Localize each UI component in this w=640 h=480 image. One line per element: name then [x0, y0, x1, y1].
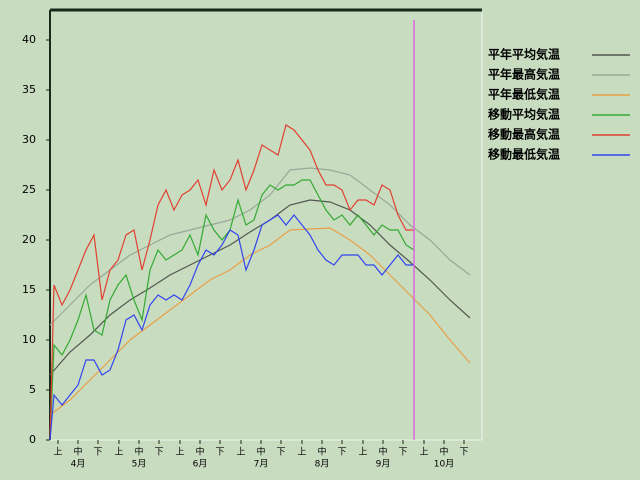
month-label: 6月: [193, 459, 208, 470]
month-label: 5月: [132, 459, 147, 470]
series-line: [49, 167, 471, 326]
x-tick-label: 下: [398, 448, 407, 458]
x-tick-label: 上: [53, 447, 62, 458]
x-tick-label: 中: [73, 446, 82, 458]
month-label: 9月: [376, 459, 391, 470]
x-tick-label: 中: [195, 446, 204, 458]
x-tick-label: 中: [317, 446, 326, 458]
legend-label: 平年平均気温: [488, 47, 560, 62]
y-tick-label: 35: [22, 83, 36, 96]
y-tick-label: 25: [22, 183, 36, 196]
x-tick-label: 上: [419, 447, 428, 458]
x-tick-label: 下: [93, 448, 102, 458]
legend-label: 平年最低気温: [488, 87, 560, 102]
x-tick-label: 中: [378, 446, 387, 458]
x-tick-label: 上: [358, 447, 367, 458]
x-tick-label: 中: [134, 446, 143, 458]
x-tick-label: 上: [236, 447, 245, 458]
x-tick-label: 下: [459, 448, 468, 458]
month-label: 10月: [434, 459, 454, 470]
legend-label: 移動最高気温: [488, 127, 560, 142]
series-line: [49, 199, 471, 376]
y-tick-label: 40: [22, 33, 36, 46]
y-tick-label: 15: [22, 283, 36, 296]
x-tick-label: 上: [114, 447, 123, 458]
x-tick-label: 下: [337, 448, 346, 458]
y-tick-label: 30: [22, 133, 36, 146]
x-tick-label: 上: [175, 447, 184, 458]
legend-label: 移動平均気温: [488, 107, 560, 122]
y-tick-label: 10: [22, 333, 36, 346]
series-line: [49, 214, 414, 441]
month-label: 7月: [254, 459, 269, 470]
y-tick-label: 5: [29, 383, 36, 396]
series-line: [49, 124, 414, 441]
x-tick-label: 下: [154, 448, 163, 458]
x-tick-label: 上: [297, 447, 306, 458]
y-tick-label: 0: [29, 433, 36, 446]
x-tick-label: 下: [215, 448, 224, 458]
y-tick-label: 20: [22, 233, 36, 246]
legend-label: 移動最低気温: [488, 147, 560, 162]
x-tick-label: 下: [276, 448, 285, 458]
month-label: 8月: [315, 459, 330, 470]
month-label: 4月: [71, 459, 86, 470]
legend-label: 平年最高気温: [488, 67, 560, 82]
x-tick-label: 中: [439, 446, 448, 458]
series-line: [49, 227, 471, 416]
x-tick-label: 中: [256, 446, 265, 458]
